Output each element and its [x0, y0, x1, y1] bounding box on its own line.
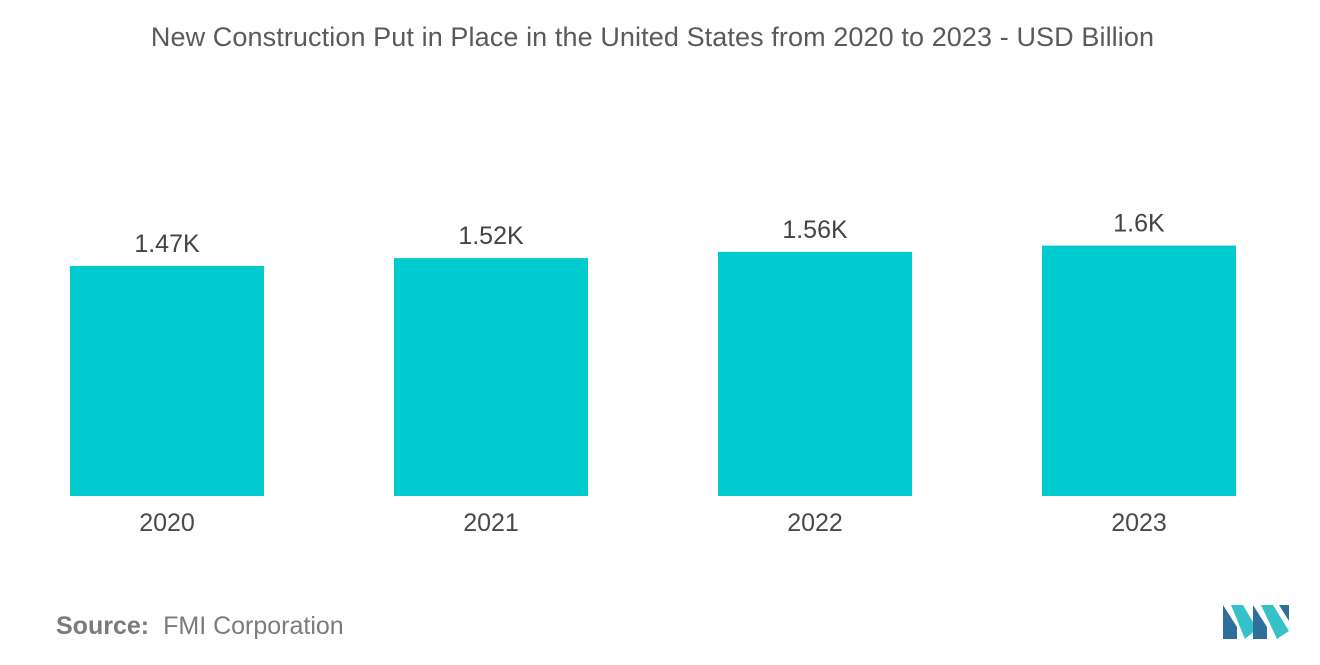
data-label-2023: 1.6K — [1113, 210, 1165, 238]
x-tick-label-2022: 2022 — [787, 509, 843, 537]
x-tick-label-2023: 2023 — [1111, 509, 1167, 537]
source-text: FMI Corporation — [163, 612, 344, 640]
bar-2021 — [394, 258, 588, 496]
bar-2022 — [718, 251, 912, 496]
mordor-intelligence-logo-icon — [1223, 605, 1289, 639]
source-note: Source: FMI Corporation — [56, 612, 344, 641]
chart-title: New Construction Put in Place in the Uni… — [150, 22, 1155, 52]
data-label-2022: 1.56K — [782, 216, 848, 244]
x-tick-label-2021: 2021 — [463, 509, 519, 537]
data-label-2020: 1.47K — [134, 230, 200, 258]
bars-layer — [70, 245, 1236, 496]
source-label: Source: — [56, 612, 150, 640]
category-labels-layer: 2020 2021 2022 2023 — [139, 509, 1167, 537]
bar-2020 — [70, 265, 264, 496]
data-label-2021: 1.52K — [458, 222, 524, 250]
value-labels-layer: 1.47K 1.52K 1.56K 1.6K — [134, 210, 1165, 258]
bar-2023 — [1042, 245, 1236, 496]
x-tick-label-2020: 2020 — [139, 509, 195, 537]
